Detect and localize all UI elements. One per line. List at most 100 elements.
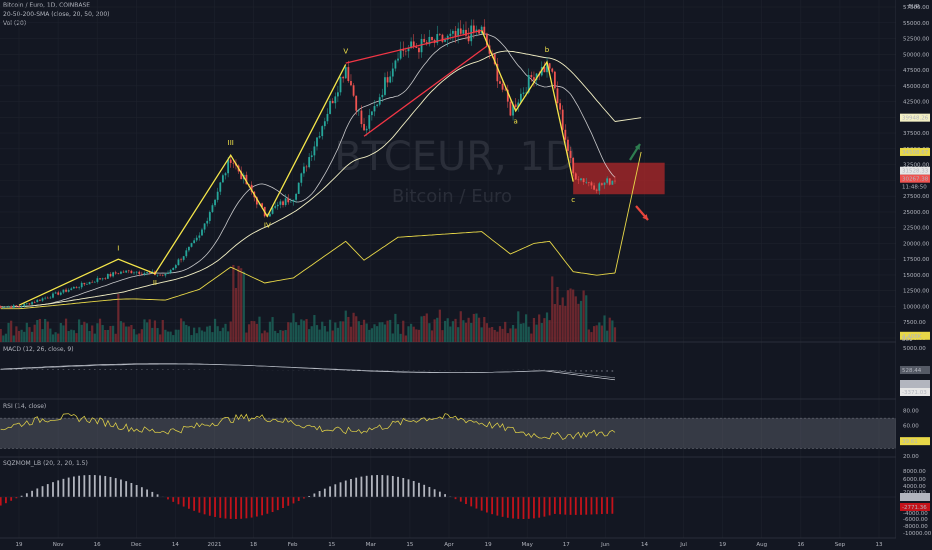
macd-histogram-bar [606, 370, 608, 372]
volume-bar [347, 316, 350, 342]
volume-bar [122, 322, 125, 342]
macd-histogram-bar [548, 370, 551, 371]
volume-bar [485, 323, 489, 342]
volume-bar [300, 319, 303, 342]
sqz-bar [522, 497, 525, 519]
candle-body [389, 76, 392, 83]
volume-bar [36, 320, 39, 342]
volume-bar [85, 323, 89, 342]
sqz-tag-bg [900, 503, 930, 511]
volume-bar [57, 333, 60, 342]
sqz-bar [350, 479, 352, 497]
macd-histogram-bar [151, 369, 154, 370]
volume-bar [404, 335, 407, 342]
candle-body [373, 106, 376, 112]
volume-bar [78, 319, 81, 342]
volume-bar [83, 321, 86, 342]
volume-bar [266, 332, 269, 342]
volume-bar [459, 311, 462, 342]
candle-body [250, 184, 253, 192]
volume-bar [527, 326, 530, 342]
sqz-bar [240, 497, 243, 519]
volume-bar [289, 322, 292, 342]
candle-body [49, 297, 52, 299]
volume-bar [370, 328, 373, 342]
volume-bar [88, 331, 91, 342]
candle-body [5, 306, 7, 308]
candle-body [274, 206, 277, 208]
sqz-bar [109, 476, 112, 497]
macd-pane [0, 363, 616, 381]
sma20-line [0, 33, 616, 308]
volume-bar [208, 325, 211, 342]
volume-bar [237, 265, 240, 342]
volume-bar [112, 325, 115, 342]
wave-label: I [117, 244, 119, 252]
sqz-bar [135, 485, 138, 497]
sqz-bar [15, 497, 18, 499]
volume-bar [10, 320, 13, 342]
sqz-bar [31, 490, 33, 497]
sqz-tag-bg [900, 493, 930, 501]
volume-bar [436, 317, 439, 342]
price-tick: 32500.00 [903, 163, 930, 169]
volume-bar [334, 322, 337, 342]
candle-body [376, 104, 379, 107]
volume-bar [407, 326, 410, 342]
volume-bar [221, 327, 224, 342]
candle-body [509, 101, 512, 116]
volume-bar [91, 325, 94, 342]
candle-body [608, 178, 611, 185]
candle-body [420, 38, 423, 53]
time-tick: 14 [641, 542, 648, 548]
support-zone [573, 162, 665, 195]
sqz-bar [496, 497, 499, 516]
macd-histogram-bar [0, 369, 2, 370]
volume-bar [49, 328, 52, 342]
candle-body [493, 54, 496, 65]
time-axis[interactable]: 19 Nov 16 Dec 14 2021 18 Feb 15 Mar 15 Apr 19 May 17 Ju… [16, 542, 883, 548]
macd-histogram-bar [5, 369, 7, 370]
wave-label: c [571, 196, 575, 204]
volume-bar [138, 333, 141, 342]
volume-bar [394, 313, 397, 342]
volume-bar [274, 330, 277, 342]
sqz-bar [418, 482, 420, 497]
candle-body [363, 124, 365, 131]
volume-bar [127, 326, 130, 342]
correction-wave-line [481, 30, 574, 182]
candle-body [229, 159, 232, 163]
volume-bar [443, 320, 447, 342]
sqz-bar [574, 497, 577, 515]
candle-body [352, 85, 355, 96]
macd-histogram-bar [67, 369, 70, 370]
volume-bar [383, 324, 387, 342]
sma20-tag: 31528.33 [902, 169, 929, 175]
sqz-bar [386, 475, 389, 497]
macd-histogram-bar [99, 369, 101, 370]
candle-body [514, 104, 517, 108]
price-tick: 7500.00 [903, 320, 926, 326]
candle-body [59, 292, 62, 295]
candle-body [386, 77, 389, 83]
sqz-tick: -10000.00 [903, 531, 932, 537]
volume-tag: 4.408K [902, 334, 922, 340]
volume-bar [54, 332, 57, 342]
candle-body [227, 159, 230, 174]
candle-body [572, 157, 575, 174]
volume-bar [46, 321, 49, 342]
candle-body [459, 28, 462, 34]
volume-bar [59, 322, 62, 342]
volume-bar [569, 288, 572, 342]
sqz-bar [120, 479, 122, 497]
candle-body [114, 272, 117, 274]
candle-body [180, 259, 182, 261]
sma200-tag: 34508.67 [902, 150, 929, 156]
sqz-tick: -4000.00 [903, 511, 928, 517]
volume-bar [44, 318, 47, 342]
candle-body [606, 178, 609, 183]
candle-body [300, 173, 303, 183]
macd-histogram-bar [109, 369, 112, 370]
